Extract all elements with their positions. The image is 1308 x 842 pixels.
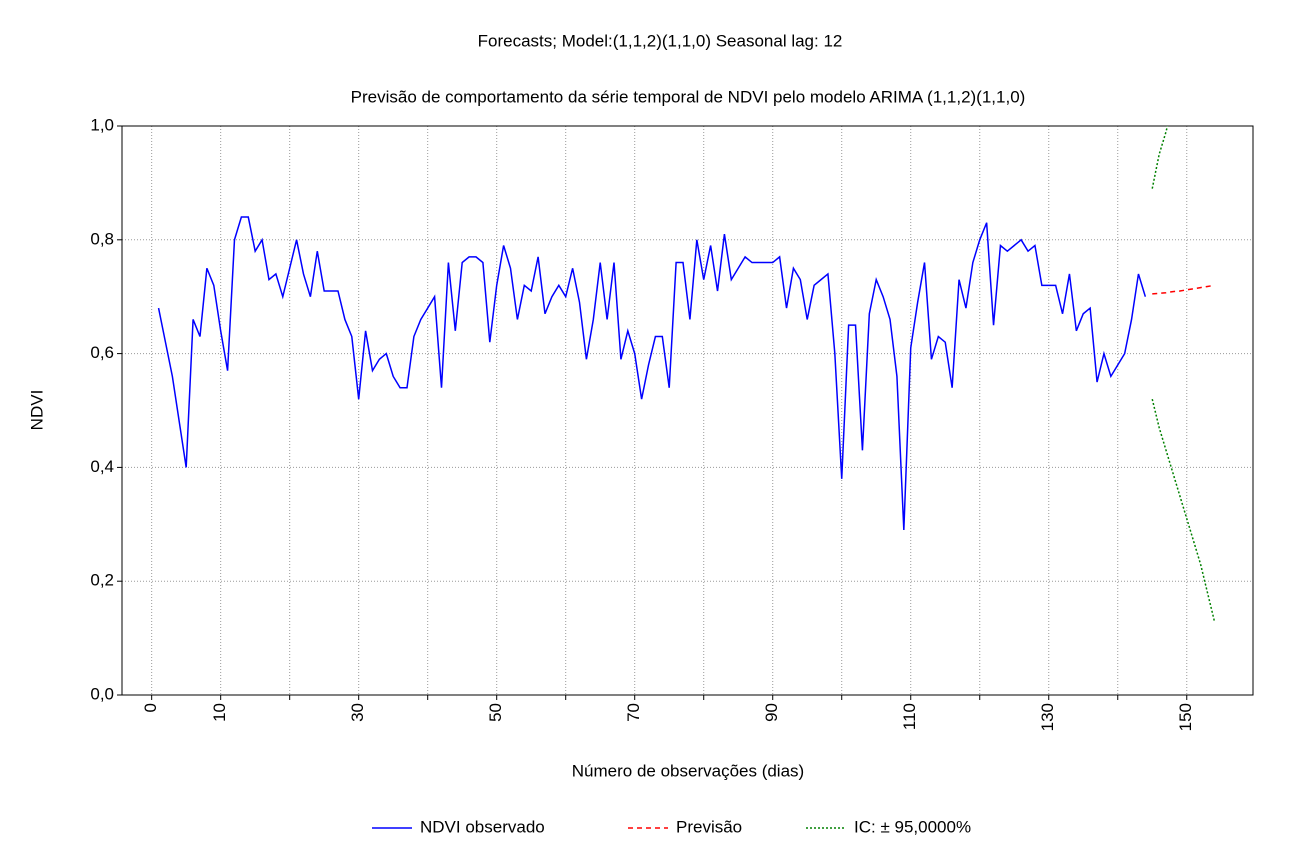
series-line	[157, 216, 1147, 531]
y-tick-label: 0,8	[90, 229, 114, 248]
x-tick-label: 10	[210, 703, 229, 722]
x-tick-label: 30	[348, 703, 367, 722]
y-tick-label: 1,0	[90, 115, 114, 134]
x-tick-label: 110	[900, 703, 919, 730]
x-tick-label: 130	[1038, 703, 1057, 731]
series-line	[1151, 126, 1216, 622]
x-tick-label: 90	[762, 703, 781, 722]
y-tick-label: 0,4	[90, 457, 114, 476]
legend-label: Previsão	[676, 817, 742, 836]
y-axis-label: NDVI	[27, 390, 46, 431]
plot-area	[157, 126, 1216, 622]
legend-label: NDVI observado	[420, 817, 545, 836]
x-axis-label: Número de observações (dias)	[572, 761, 804, 780]
legend-label: IC: ± 95,0000%	[854, 817, 971, 836]
x-tick-label: 70	[624, 703, 643, 722]
y-tick-label: 0,6	[90, 343, 114, 362]
y-tick-label: 0,0	[90, 684, 114, 703]
x-tick-label: 150	[1176, 703, 1195, 731]
x-tick-label: 50	[486, 703, 505, 722]
chart-subtitle: Previsão de comportamento da série tempo…	[351, 87, 1026, 106]
x-tick-label: 0	[141, 703, 160, 712]
plot-frame	[121, 125, 1254, 696]
y-tick-label: 0,2	[90, 571, 114, 590]
chart-title: Forecasts; Model:(1,1,2)(1,1,0) Seasonal…	[478, 31, 843, 50]
series-line	[1152, 284, 1215, 295]
